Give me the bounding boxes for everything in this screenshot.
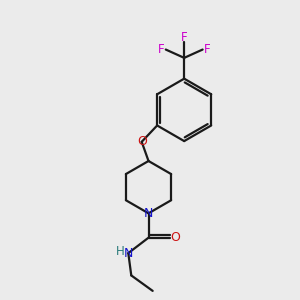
Text: F: F <box>158 43 165 56</box>
Text: O: O <box>170 231 180 244</box>
Text: F: F <box>181 32 188 44</box>
Text: N: N <box>144 207 153 220</box>
Text: N: N <box>124 247 133 260</box>
Text: F: F <box>204 43 210 56</box>
Text: O: O <box>137 135 147 148</box>
Text: H: H <box>116 245 124 258</box>
